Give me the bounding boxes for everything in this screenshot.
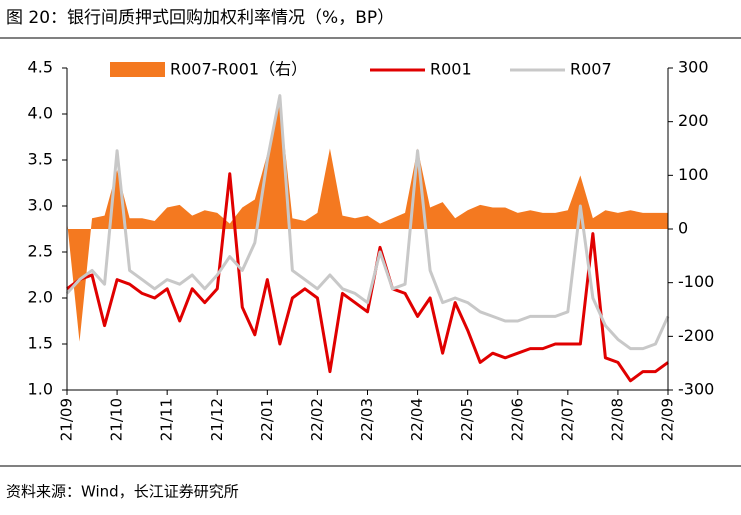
chart-title: 图 20：银行间质押式回购加权利率情况（%，BP） <box>6 8 394 28</box>
legend-label: R007-R001（右） <box>170 60 307 79</box>
y2-tick-label: 200 <box>678 111 709 130</box>
line-series <box>65 94 670 351</box>
x-tick-label: 22/06 <box>508 398 526 441</box>
y-tick-label: 1.0 <box>28 380 53 399</box>
area-series <box>67 100 668 342</box>
x-tick-label: 22/05 <box>458 398 476 441</box>
line-series <box>66 172 669 383</box>
x-tick-label: 21/10 <box>108 398 126 441</box>
y-tick-label: 2.0 <box>28 288 53 307</box>
x-tick-label: 22/07 <box>558 398 576 441</box>
x-tick-label: 22/03 <box>358 398 376 441</box>
x-tick-label: 22/04 <box>408 398 426 441</box>
x-tick-label: 21/09 <box>58 398 76 441</box>
y2-tick-label: 100 <box>678 165 709 184</box>
legend-label: R001 <box>430 60 472 79</box>
y-tick-label: 1.5 <box>28 334 53 353</box>
y-tick-label: 4.5 <box>28 58 53 77</box>
y2-tick-label: -300 <box>678 380 714 399</box>
legend-label: R007 <box>570 60 612 79</box>
legend-swatch <box>110 62 165 77</box>
source: 资料来源：Wind，长江证券研究所 <box>6 483 239 501</box>
y-tick-label: 2.5 <box>28 242 53 261</box>
y2-tick-label: -100 <box>678 272 714 291</box>
y2-tick-label: -200 <box>678 326 714 345</box>
y-tick-label: 3.0 <box>28 196 53 215</box>
y-tick-label: 3.5 <box>28 150 53 169</box>
x-tick-label: 22/09 <box>659 398 677 441</box>
x-tick-label: 21/12 <box>208 398 226 441</box>
y2-tick-label: 0 <box>678 219 688 238</box>
x-tick-label: 21/11 <box>158 398 176 441</box>
y2-tick-label: 300 <box>678 58 709 77</box>
y-tick-label: 4.0 <box>28 104 53 123</box>
x-tick-label: 22/01 <box>258 398 276 441</box>
x-tick-label: 22/08 <box>608 398 626 441</box>
x-tick-label: 22/02 <box>308 398 326 441</box>
